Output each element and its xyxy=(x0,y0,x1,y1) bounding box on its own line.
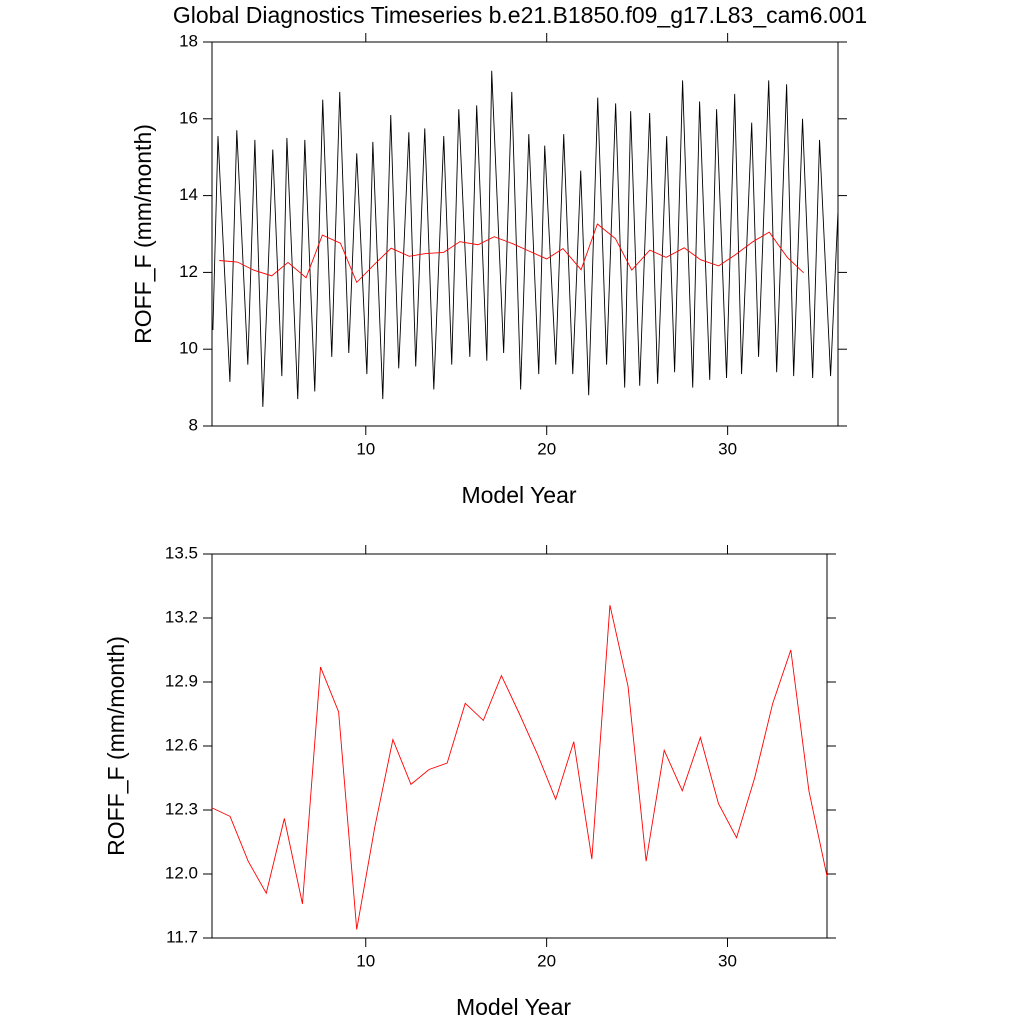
y-tick-label: 13.2 xyxy=(165,607,198,626)
plot-frame xyxy=(211,41,839,427)
y-tick-label: 10 xyxy=(179,339,198,358)
chart-title: Global Diagnostics Timeseries b.e21.B185… xyxy=(173,2,867,28)
x-axis-label: Model Year xyxy=(456,994,571,1020)
x-tick-label: 20 xyxy=(537,439,556,458)
data-line xyxy=(211,605,828,930)
y-tick-label: 12.0 xyxy=(165,863,198,882)
y-tick-label: 8 xyxy=(189,415,198,434)
data-line xyxy=(212,70,839,407)
y-tick-label: 12.3 xyxy=(165,799,198,818)
data-line xyxy=(219,223,804,284)
x-tick-label: 30 xyxy=(718,439,737,458)
y-tick-label: 13.5 xyxy=(165,543,198,562)
y-tick-label: 12.9 xyxy=(165,671,198,690)
x-tick-label: 30 xyxy=(718,951,737,970)
y-tick-label: 12.6 xyxy=(165,735,198,754)
x-axis-label: Model Year xyxy=(461,482,576,508)
x-tick-label: 10 xyxy=(356,439,375,458)
x-tick-label: 20 xyxy=(537,951,556,970)
y-axis-label: ROFF_F (mm/month) xyxy=(103,636,129,856)
y-tick-label: 11.7 xyxy=(166,927,198,946)
y-tick-label: 16 xyxy=(179,108,198,127)
y-tick-label: 14 xyxy=(179,185,198,204)
y-tick-label: 12 xyxy=(179,262,198,281)
y-tick-label: 18 xyxy=(179,31,198,50)
x-tick-label: 10 xyxy=(356,951,375,970)
y-axis-label: ROFF_F (mm/month) xyxy=(130,124,156,344)
